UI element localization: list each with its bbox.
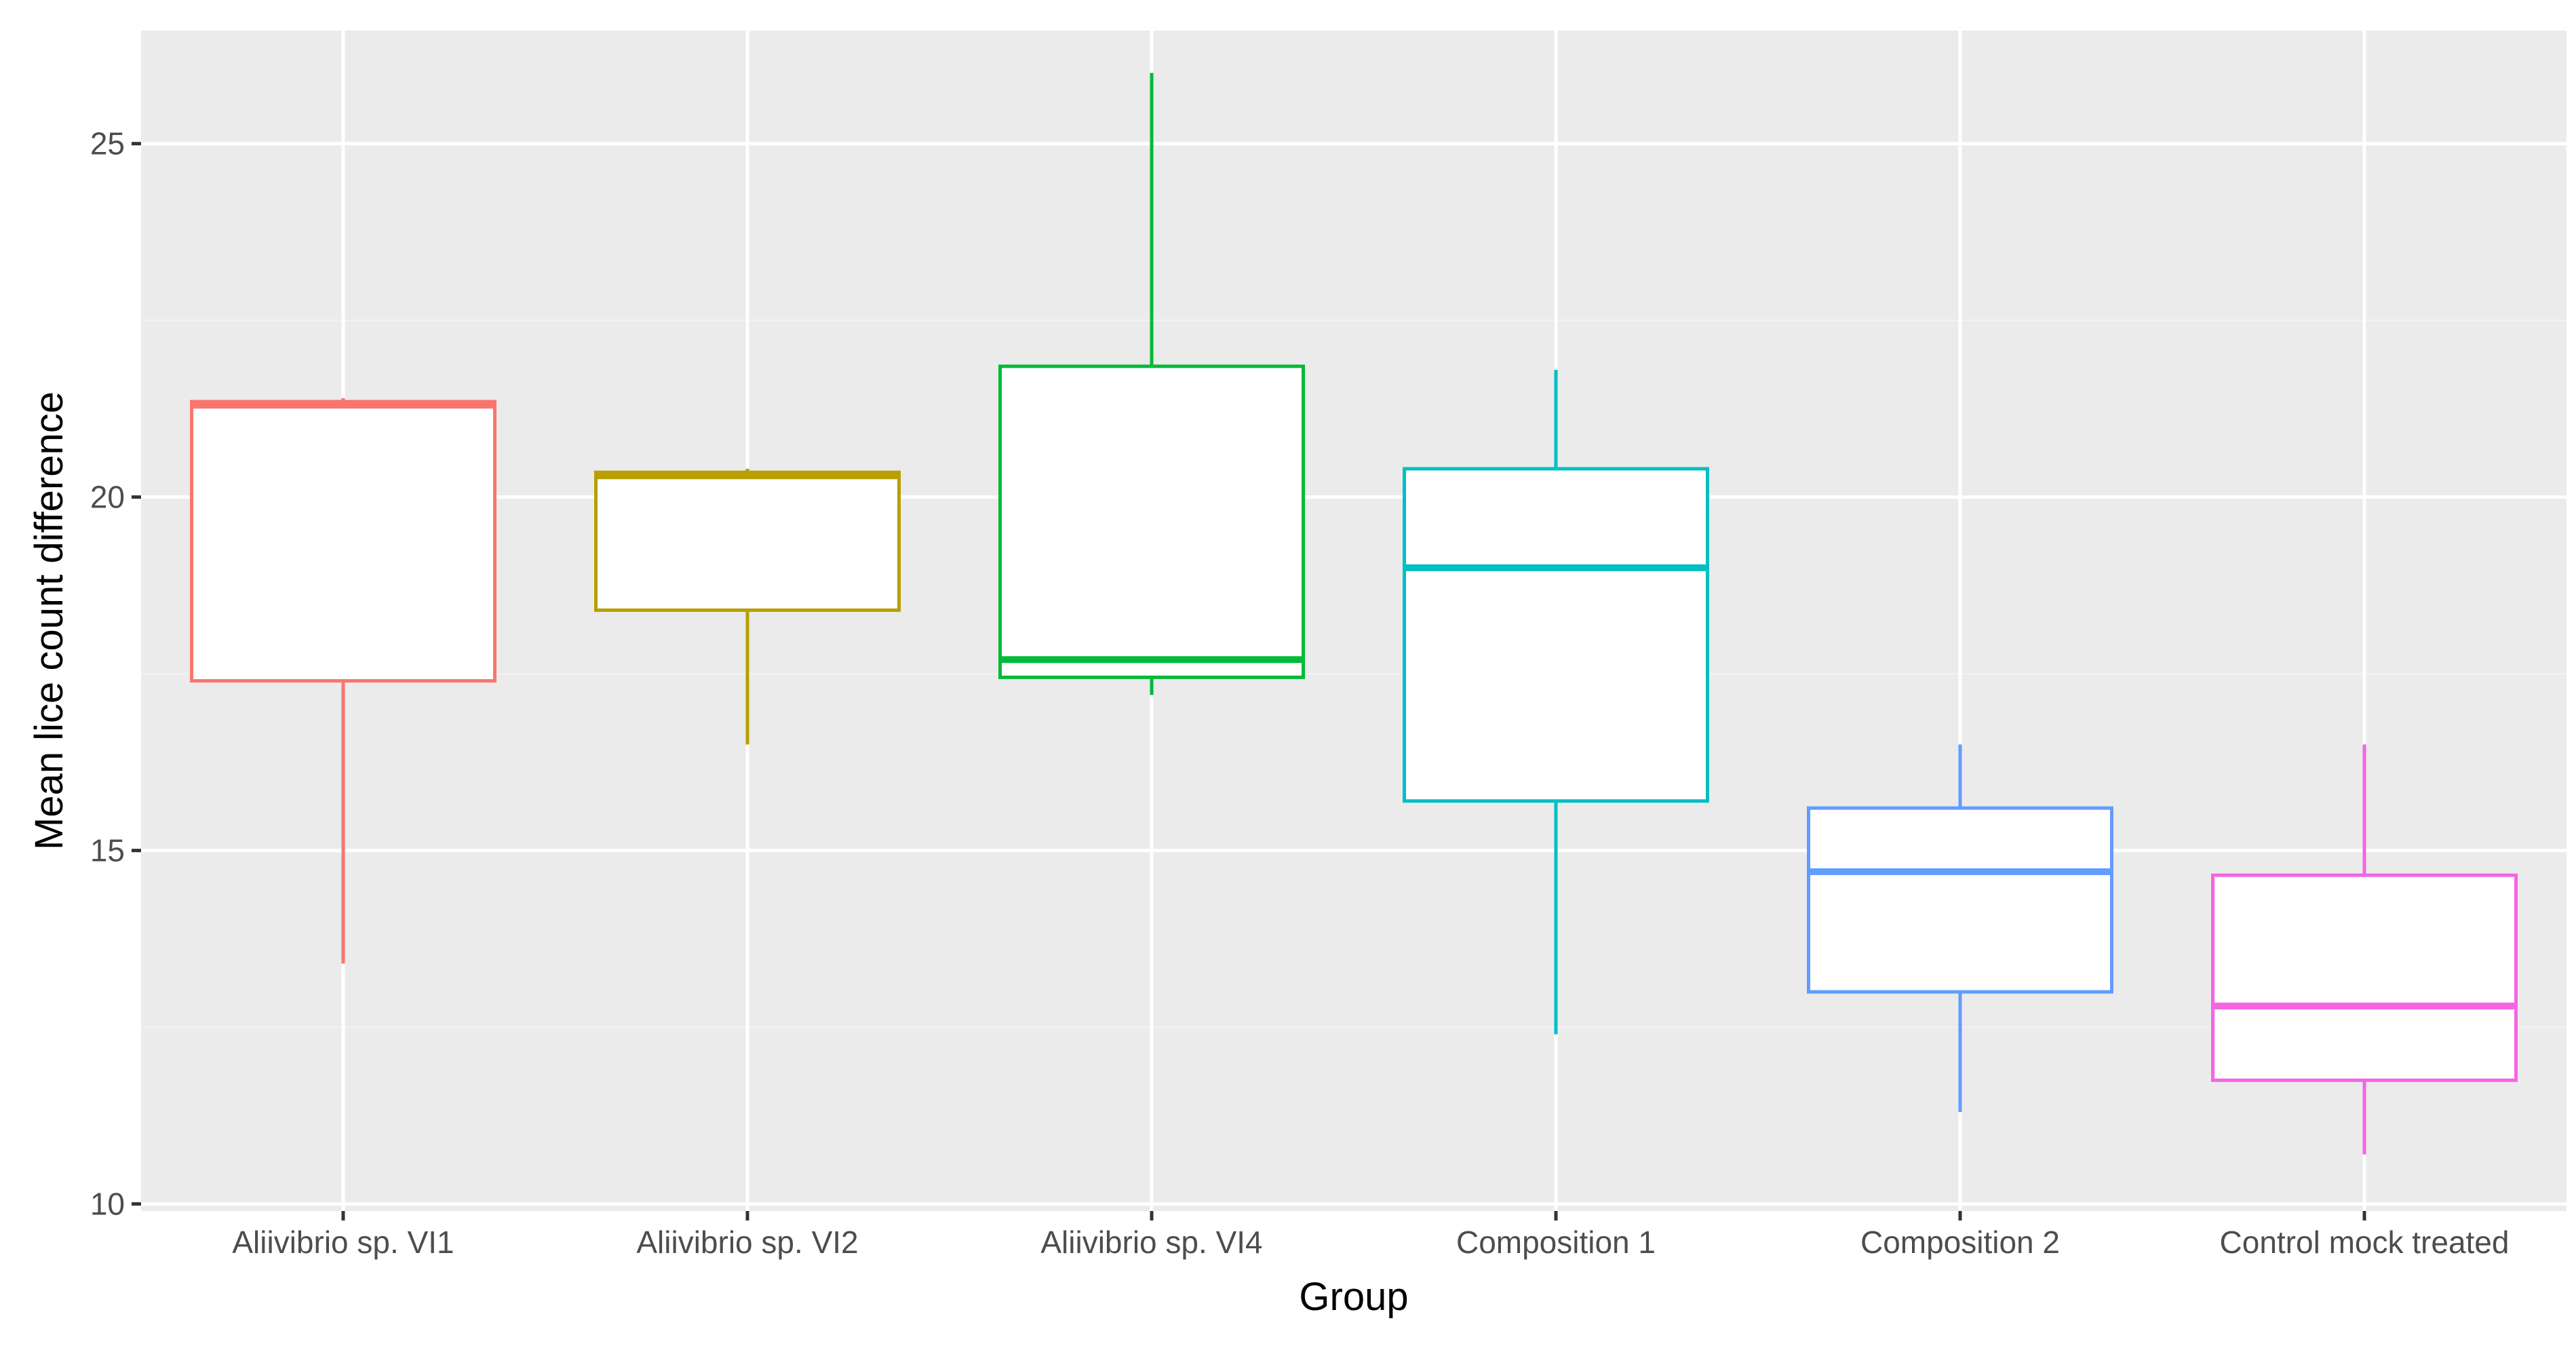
- plot-background: [141, 31, 2567, 1211]
- box-5: [1807, 744, 2113, 1113]
- y-tick-label: 15: [90, 833, 125, 868]
- box-4: [1403, 370, 1709, 1035]
- x-tick-label: Composition 1: [1456, 1225, 1656, 1260]
- box-iqr: [594, 470, 901, 612]
- y-tick-label: 10: [90, 1187, 125, 1222]
- x-axis: Aliivibrio sp. VI1 Aliivibrio sp. VI2 Alii…: [232, 1211, 2509, 1260]
- y-axis: 10 15 20 25: [90, 126, 141, 1222]
- x-tick-label: Composition 2: [1860, 1225, 2060, 1260]
- y-axis-title: Mean lice count difference: [27, 391, 71, 850]
- x-tick-label: Aliivibrio sp. VI2: [636, 1225, 858, 1260]
- x-tick-label: Aliivibrio sp. VI4: [1040, 1225, 1262, 1260]
- box-iqr: [2211, 873, 2518, 1082]
- x-tick-label: Aliivibrio sp. VI1: [232, 1225, 454, 1260]
- x-axis-title: Group: [1299, 1275, 1408, 1319]
- y-tick-label: 25: [90, 126, 125, 161]
- box-iqr: [190, 400, 496, 683]
- box-iqr: [998, 364, 1305, 679]
- box-iqr: [1807, 806, 2113, 994]
- box-1: [190, 398, 496, 964]
- box-2: [594, 468, 901, 745]
- box-6: [2211, 744, 2518, 1155]
- minor-gridlines: [141, 319, 2567, 1028]
- x-tick-label: Control mock treated: [2220, 1225, 2510, 1260]
- box-3: [998, 73, 1305, 695]
- box-iqr: [1403, 467, 1709, 803]
- box-series: [190, 73, 2518, 1155]
- y-tick-label: 20: [90, 480, 125, 515]
